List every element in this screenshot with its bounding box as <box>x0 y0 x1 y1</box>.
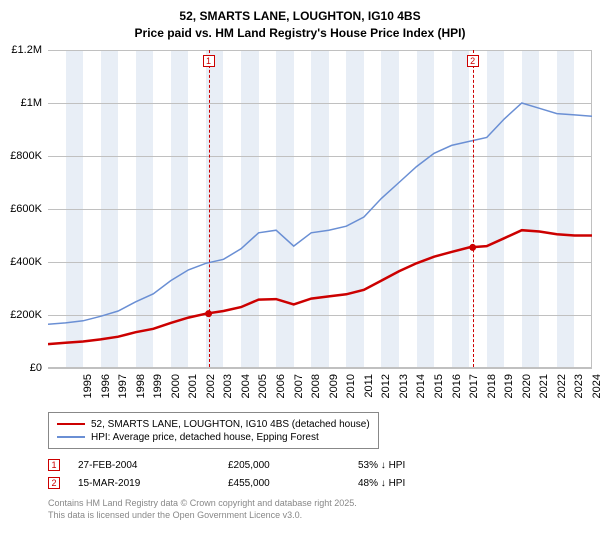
fine-print-line-2: This data is licensed under the Open Gov… <box>48 510 302 520</box>
x-tick-label: 2003 <box>222 374 234 414</box>
x-tick-label: 2004 <box>240 374 252 414</box>
y-tick-label: £200K <box>0 309 42 321</box>
legend-text: 52, SMARTS LANE, LOUGHTON, IG10 4BS (det… <box>91 419 370 430</box>
y-tick-label: £600K <box>0 203 42 215</box>
x-tick-label: 2002 <box>205 374 217 414</box>
x-tick-label: 2000 <box>170 374 182 414</box>
title-line-1: 52, SMARTS LANE, LOUGHTON, IG10 4BS <box>179 9 420 23</box>
x-tick-label: 1998 <box>135 374 147 414</box>
transaction-row-marker: 2 <box>48 477 60 489</box>
x-tick-label: 2010 <box>345 374 357 414</box>
legend-row: HPI: Average price, detached house, Eppi… <box>57 431 370 443</box>
x-tick-label: 2001 <box>187 374 199 414</box>
transaction-row: 2 15-MAR-2019£455,00048% ↓ HPI <box>48 474 488 492</box>
y-tick-label: £400K <box>0 256 42 268</box>
transaction-date: 15-MAR-2019 <box>78 478 228 489</box>
chart-title: 52, SMARTS LANE, LOUGHTON, IG10 4BS Pric… <box>0 0 600 42</box>
x-tick-label: 1997 <box>117 374 129 414</box>
y-tick-label: £800K <box>0 150 42 162</box>
x-tick-label: 1996 <box>100 374 112 414</box>
x-tick-label: 2011 <box>363 374 375 414</box>
series-line-property <box>48 230 592 344</box>
transaction-price: £455,000 <box>228 478 358 489</box>
legend-text: HPI: Average price, detached house, Eppi… <box>91 432 319 443</box>
x-tick-label: 2019 <box>503 374 515 414</box>
transaction-date: 27-FEB-2004 <box>78 460 228 471</box>
transaction-marker-line <box>473 50 474 367</box>
x-tick-label: 2021 <box>538 374 550 414</box>
fine-print-line-1: Contains HM Land Registry data © Crown c… <box>48 498 357 508</box>
x-tick-label: 2006 <box>275 374 287 414</box>
transaction-marker-box: 1 <box>203 55 215 67</box>
chart-svg <box>48 50 592 368</box>
x-tick-label: 2020 <box>521 374 533 414</box>
legend-swatch <box>57 431 85 443</box>
transactions-table: 1 27-FEB-2004£205,00053% ↓ HPI 2 15-MAR-201… <box>48 456 488 492</box>
x-tick-label: 2016 <box>451 374 463 414</box>
x-tick-label: 2013 <box>398 374 410 414</box>
plot-area <box>48 50 592 368</box>
transaction-marker-line <box>209 50 210 367</box>
series-line-hpi <box>48 103 592 324</box>
chart-container: 52, SMARTS LANE, LOUGHTON, IG10 4BS Pric… <box>0 0 600 560</box>
x-tick-label: 2008 <box>310 374 322 414</box>
transaction-row-marker: 1 <box>48 459 60 471</box>
legend-row: 52, SMARTS LANE, LOUGHTON, IG10 4BS (det… <box>57 418 370 430</box>
transaction-delta: 48% ↓ HPI <box>358 478 488 489</box>
x-tick-label: 2023 <box>573 374 585 414</box>
x-tick-label: 2009 <box>328 374 340 414</box>
x-tick-label: 2024 <box>591 374 600 414</box>
fine-print: Contains HM Land Registry data © Crown c… <box>48 498 357 521</box>
x-tick-label: 1995 <box>82 374 94 414</box>
x-tick-label: 2007 <box>293 374 305 414</box>
transaction-marker-box: 2 <box>467 55 479 67</box>
transaction-price: £205,000 <box>228 460 358 471</box>
title-line-2: Price paid vs. HM Land Registry's House … <box>135 26 466 40</box>
y-tick-label: £0 <box>0 362 42 374</box>
x-tick-label: 1999 <box>152 374 164 414</box>
x-tick-label: 2014 <box>415 374 427 414</box>
transaction-row: 1 27-FEB-2004£205,00053% ↓ HPI <box>48 456 488 474</box>
y-tick-label: £1.2M <box>0 44 42 56</box>
transaction-delta: 53% ↓ HPI <box>358 460 488 471</box>
legend-swatch <box>57 418 85 430</box>
y-gridline <box>48 368 592 369</box>
x-tick-label: 2022 <box>556 374 568 414</box>
x-tick-label: 2012 <box>380 374 392 414</box>
x-tick-label: 2005 <box>257 374 269 414</box>
x-tick-label: 2015 <box>433 374 445 414</box>
legend-box: 52, SMARTS LANE, LOUGHTON, IG10 4BS (det… <box>48 412 379 449</box>
x-tick-label: 2018 <box>486 374 498 414</box>
y-tick-label: £1M <box>0 97 42 109</box>
x-tick-label: 2017 <box>468 374 480 414</box>
